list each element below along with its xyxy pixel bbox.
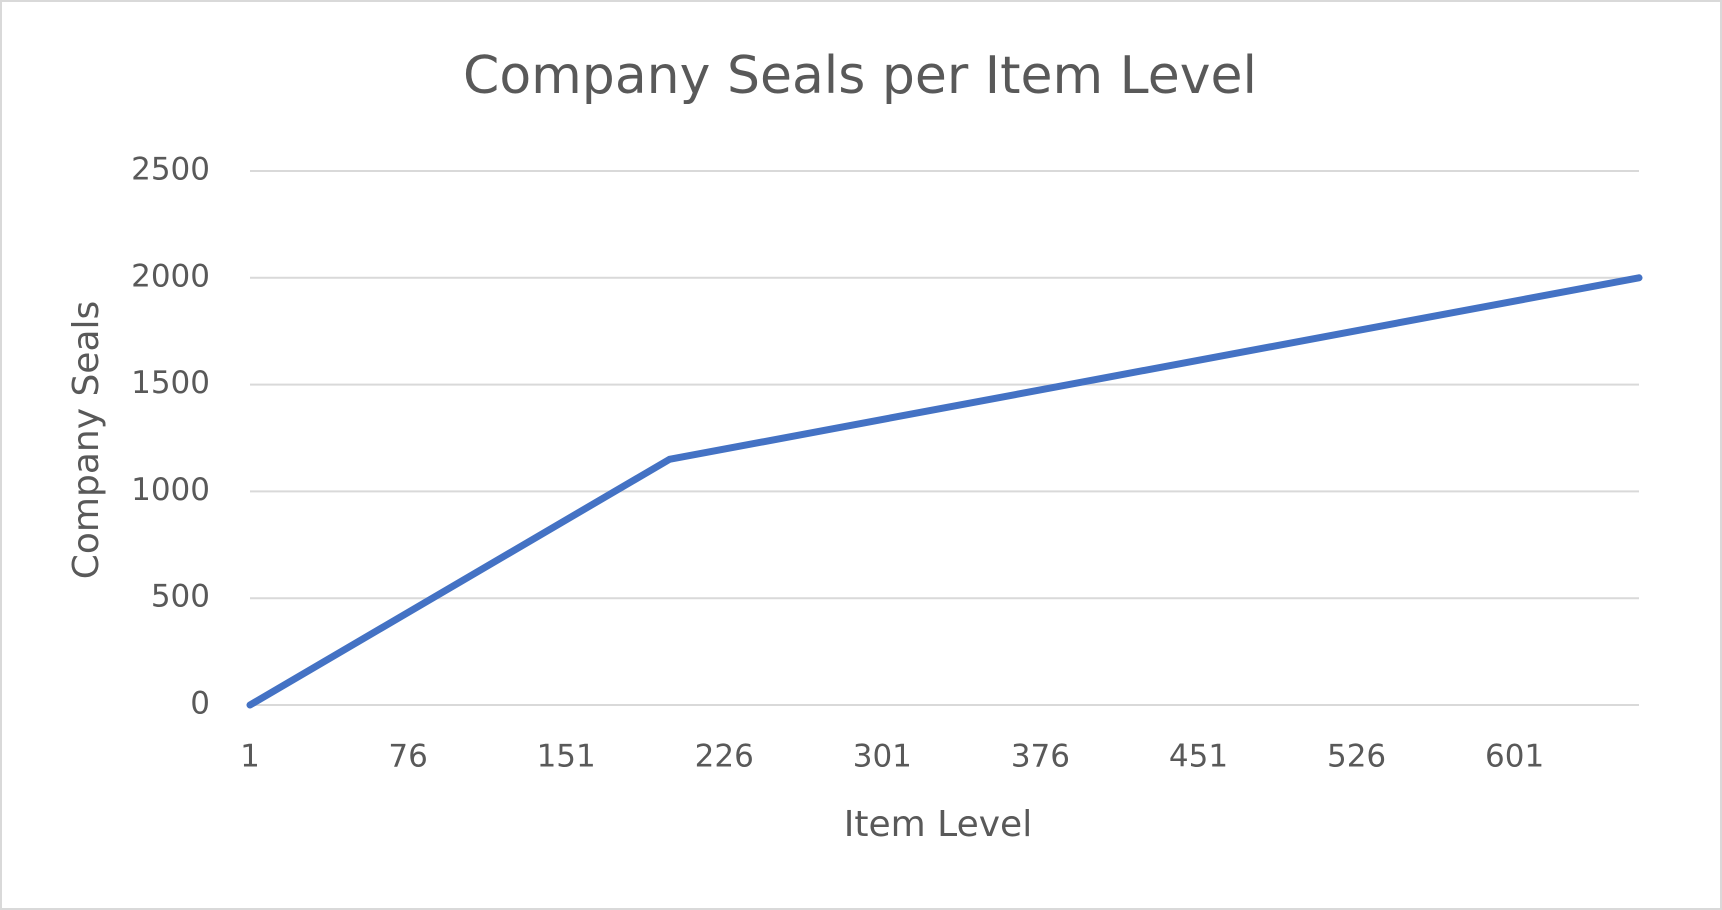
x-tick-label: 601: [1485, 739, 1544, 775]
y-tick-label: 2000: [131, 258, 210, 294]
y-tick-label: 2500: [131, 152, 210, 188]
y-tick-label: 1000: [131, 472, 210, 508]
x-tick-label: 451: [1169, 739, 1228, 775]
x-tick-label: 376: [1011, 739, 1070, 775]
y-axis-label: Company Seals: [66, 301, 107, 580]
chart-title: Company Seals per Item Level: [463, 46, 1257, 106]
data-line: [246, 274, 1643, 709]
x-tick-label: 301: [853, 739, 912, 775]
y-tick-label: 1500: [131, 365, 210, 401]
y-tick-label: 500: [151, 579, 210, 615]
y-tick-label: 0: [190, 686, 210, 722]
x-tick-label: 226: [695, 739, 754, 775]
x-tick-label: 526: [1327, 739, 1386, 775]
x-axis-label: Item Level: [844, 804, 1032, 845]
x-tick-label: 76: [388, 739, 427, 775]
x-tick-label: 1: [240, 739, 260, 775]
x-tick-label: 151: [537, 739, 596, 775]
